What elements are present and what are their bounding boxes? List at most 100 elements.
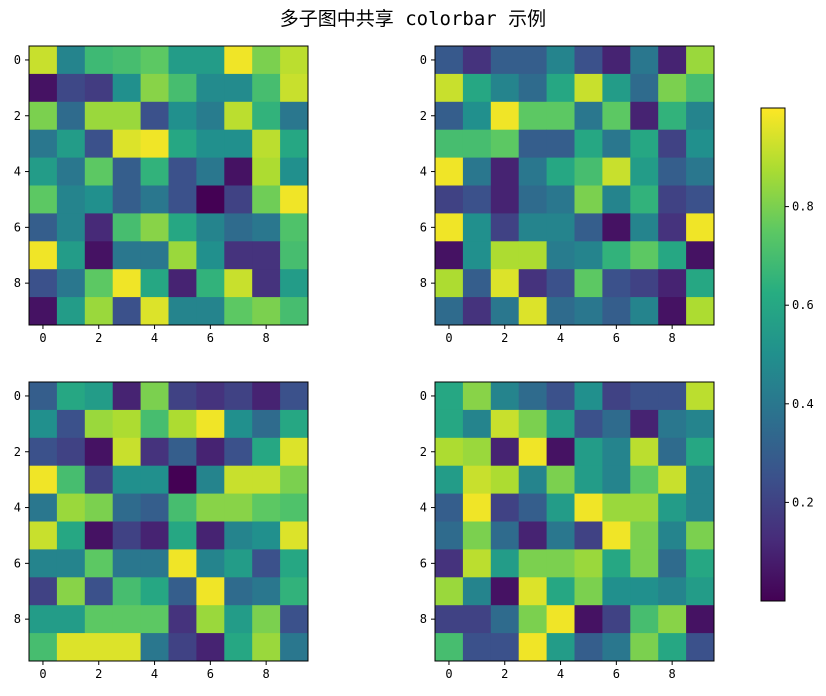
heatmap-cell [280, 409, 309, 439]
y-tick-label: 2 [420, 445, 427, 459]
x-tick-label: 8 [669, 667, 676, 681]
heatmap-cell [686, 409, 715, 439]
heatmap-cell [84, 73, 114, 103]
heatmap-cell [56, 493, 86, 522]
y-tick-label: 8 [420, 276, 427, 290]
heatmap-cell [168, 185, 197, 214]
heatmap-cell [574, 73, 603, 103]
heatmap-cell [462, 409, 492, 439]
heatmap-cell [546, 549, 575, 578]
heatmap-cell [518, 549, 547, 578]
heatmap-cell [518, 213, 547, 242]
heatmap-cell [602, 521, 631, 550]
heatmap-cell [252, 605, 281, 634]
y-tick-label: 2 [14, 109, 21, 123]
heatmap-cell [29, 493, 58, 522]
heatmap-cell [462, 437, 492, 467]
heatmap-cell [29, 437, 58, 467]
heatmap-cell [252, 129, 281, 158]
heatmap-cell [574, 213, 603, 242]
x-tick-label: 6 [613, 331, 620, 345]
heatmap-cell [84, 185, 114, 214]
heatmap-panel-4: 0 2 4 6 8 0 2 4 6 8 [420, 381, 715, 681]
heatmap-cell [168, 157, 197, 186]
heatmap-cell [435, 157, 464, 186]
heatmap-cell [574, 465, 603, 494]
colorbar: 0.2 0.4 0.6 0.8 [760, 107, 814, 602]
heatmap-cell [546, 577, 575, 606]
heatmap-cell [224, 577, 253, 606]
heatmap-cell [658, 605, 687, 634]
heatmap-cell [630, 605, 659, 634]
heatmap-cell [602, 549, 631, 578]
heatmap-cell [224, 437, 253, 467]
heatmap-cell [518, 46, 547, 75]
heatmap-cell [658, 101, 687, 131]
heatmap-cell [602, 437, 631, 467]
heatmap-cell [29, 101, 58, 131]
heatmap-cell [658, 549, 687, 578]
heatmap-cell [435, 269, 464, 298]
heatmap-cell [29, 382, 58, 411]
heatmap-cell [84, 241, 114, 270]
heatmap-cell [658, 577, 687, 606]
heatmap-cell [630, 493, 659, 522]
heatmap-cell [140, 157, 169, 186]
heatmap-cell [518, 157, 547, 186]
heatmap-cell [630, 185, 659, 214]
heatmap-cell [84, 157, 114, 186]
x-tick-label: 6 [207, 331, 214, 345]
heatmap-cell [462, 129, 492, 158]
heatmap-cell [140, 382, 169, 411]
heatmap-cell [252, 493, 281, 522]
heatmap-cell [686, 437, 715, 467]
heatmap-cell [574, 297, 603, 326]
heatmap-cell [112, 297, 141, 326]
heatmap-cell [252, 577, 281, 606]
heatmap-cell [112, 493, 141, 522]
heatmap-cell [574, 129, 603, 158]
heatmap-cell [462, 185, 492, 214]
heatmap-cell [630, 157, 659, 186]
heatmap-cell [574, 549, 603, 578]
heatmap-cell [84, 101, 114, 131]
heatmap-cell [630, 521, 659, 550]
heatmap-cell [168, 521, 197, 550]
heatmap-cell [56, 577, 86, 606]
x-tick-label: 4 [557, 331, 564, 345]
heatmap-cell [602, 493, 631, 522]
heatmap-cell [602, 465, 631, 494]
y-tick-label: 4 [420, 165, 427, 179]
heatmap-cell [84, 633, 114, 662]
heatmap-cell [280, 605, 309, 634]
heatmap-cell [56, 101, 86, 131]
heatmap-cell [686, 101, 715, 131]
heatmap-cell [168, 577, 197, 606]
heatmap-cell [112, 465, 141, 494]
y-tick-label: 2 [14, 445, 21, 459]
heatmap-cell [462, 465, 492, 494]
heatmap-cell [658, 185, 687, 214]
heatmap-cell [252, 521, 281, 550]
heatmap-cell [280, 241, 309, 270]
heatmap-cell [168, 129, 197, 158]
heatmap-cell [518, 185, 547, 214]
heatmap-cell [490, 46, 520, 75]
heatmap-cell [252, 157, 281, 186]
heatmap-cell [280, 185, 309, 214]
heatmap-cell [546, 437, 575, 467]
heatmap-cell [196, 521, 225, 550]
heatmap-cell [686, 241, 715, 270]
colorbar-tick-label: 0.8 [792, 200, 814, 214]
heatmap-cell [112, 577, 141, 606]
heatmap-cell [602, 185, 631, 214]
heatmap-cell [630, 633, 659, 662]
heatmap-cell [84, 549, 114, 578]
heatmap-cell [252, 46, 281, 75]
heatmap-cell [84, 605, 114, 634]
x-tick-label: 6 [207, 667, 214, 681]
heatmap-cell [56, 521, 86, 550]
heatmap-cell [546, 101, 575, 131]
heatmap-cell [435, 437, 464, 467]
heatmap-cell [546, 465, 575, 494]
